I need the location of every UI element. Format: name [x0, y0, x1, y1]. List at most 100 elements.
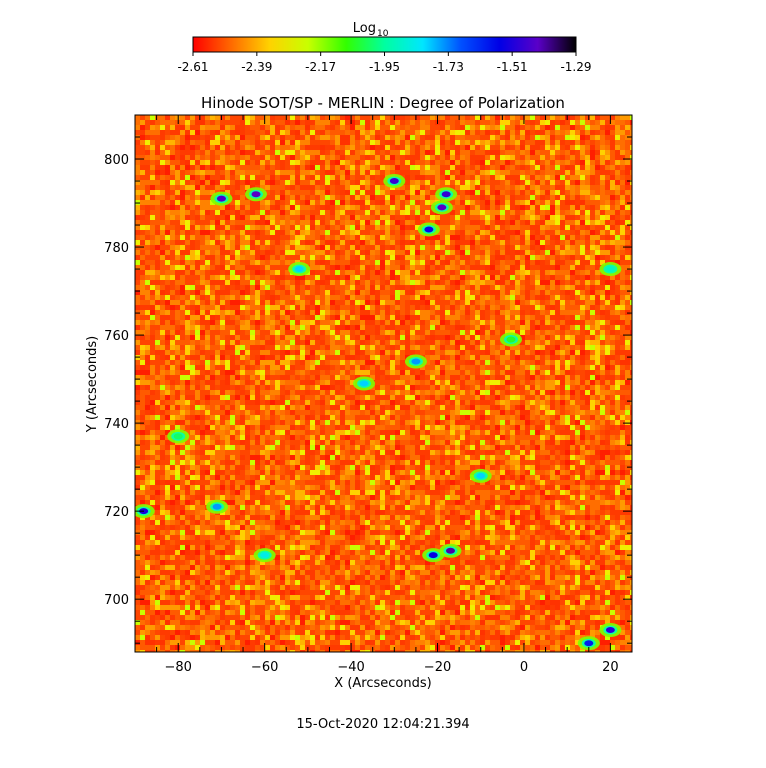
- heatmap-cell: [440, 305, 445, 310]
- heatmap-cell: [180, 260, 185, 265]
- heatmap-cell: [325, 360, 330, 365]
- heatmap-cell: [375, 270, 380, 275]
- heatmap-cell: [380, 225, 385, 230]
- heatmap-cell: [360, 355, 365, 360]
- heatmap-cell: [230, 375, 235, 380]
- heatmap-cell: [140, 150, 145, 155]
- heatmap-cell: [210, 285, 215, 290]
- heatmap-cell: [275, 160, 280, 165]
- heatmap-cell: [205, 305, 210, 310]
- heatmap-cell: [175, 365, 180, 370]
- heatmap-cell: [330, 375, 335, 380]
- heatmap-cell: [325, 265, 330, 270]
- heatmap-cell: [380, 360, 385, 365]
- heatmap-cell: [615, 360, 620, 365]
- heatmap-cell: [215, 225, 220, 230]
- heatmap-cell: [430, 245, 435, 250]
- heatmap-cell: [465, 285, 470, 290]
- heatmap-cell: [205, 375, 210, 380]
- heatmap-cell: [205, 215, 210, 220]
- heatmap-cell: [380, 185, 385, 190]
- heatmap-cell: [560, 400, 565, 405]
- heatmap-cell: [500, 320, 505, 325]
- heatmap-cell: [230, 230, 235, 235]
- heatmap-cell: [135, 325, 140, 330]
- heatmap-cell: [460, 375, 465, 380]
- heatmap-cell: [375, 355, 380, 360]
- heatmap-cell: [195, 210, 200, 215]
- heatmap-cell: [160, 385, 165, 390]
- heatmap-cell: [400, 260, 405, 265]
- heatmap-cell: [435, 350, 440, 355]
- heatmap-cell: [545, 130, 550, 135]
- heatmap-cell: [180, 395, 185, 400]
- heatmap-cell: [230, 395, 235, 400]
- heatmap-cell: [315, 120, 320, 125]
- heatmap-cell: [350, 170, 355, 175]
- heatmap-cell: [140, 195, 145, 200]
- heatmap-cell: [340, 155, 345, 160]
- heatmap-cell: [490, 360, 495, 365]
- heatmap-cell: [330, 170, 335, 175]
- heatmap-cell: [310, 180, 315, 185]
- heatmap-cell: [440, 385, 445, 390]
- heatmap-cell: [340, 355, 345, 360]
- heatmap-cell: [415, 350, 420, 355]
- heatmap-cell: [280, 295, 285, 300]
- heatmap-cell: [175, 255, 180, 260]
- heatmap-cell: [220, 215, 225, 220]
- heatmap-cell: [610, 255, 615, 260]
- heatmap-cell: [490, 275, 495, 280]
- heatmap-cell: [330, 270, 335, 275]
- heatmap-cell: [570, 120, 575, 125]
- heatmap-cell: [450, 340, 455, 345]
- heatmap-cell: [470, 340, 475, 345]
- heatmap-cell: [470, 225, 475, 230]
- heatmap-cell: [245, 235, 250, 240]
- heatmap-cell: [475, 295, 480, 300]
- heatmap-cell: [230, 210, 235, 215]
- heatmap-cell: [475, 395, 480, 400]
- heatmap-cell: [295, 395, 300, 400]
- heatmap-cell: [580, 130, 585, 135]
- heatmap-cell: [500, 325, 505, 330]
- heatmap-cell: [535, 390, 540, 395]
- heatmap-cell: [505, 180, 510, 185]
- heatmap-cell: [225, 295, 230, 300]
- heatmap-cell: [210, 350, 215, 355]
- heatmap-cell: [585, 240, 590, 245]
- heatmap-cell: [235, 335, 240, 340]
- heatmap-cell: [445, 120, 450, 125]
- heatmap-cell: [480, 150, 485, 155]
- heatmap-cell: [340, 365, 345, 370]
- heatmap-cell: [370, 285, 375, 290]
- heatmap-cell: [560, 295, 565, 300]
- heatmap-cell: [270, 290, 275, 295]
- heatmap-cell: [285, 285, 290, 290]
- heatmap-cell: [380, 350, 385, 355]
- heatmap-cell: [610, 390, 615, 395]
- heatmap-cell: [375, 160, 380, 165]
- heatmap-cell: [480, 320, 485, 325]
- heatmap-cell: [225, 120, 230, 125]
- heatmap-cell: [360, 275, 365, 280]
- heatmap-cell: [590, 380, 595, 385]
- heatmap-cell: [325, 340, 330, 345]
- heatmap-cell: [400, 305, 405, 310]
- heatmap-cell: [575, 150, 580, 155]
- heatmap-cell: [215, 380, 220, 385]
- heatmap-cell: [470, 175, 475, 180]
- heatmap-cell: [245, 290, 250, 295]
- heatmap-cell: [435, 275, 440, 280]
- heatmap-cell: [220, 300, 225, 305]
- heatmap-cell: [445, 315, 450, 320]
- heatmap-cell: [240, 295, 245, 300]
- heatmap-cell: [140, 155, 145, 160]
- heatmap-cell: [280, 300, 285, 305]
- heatmap-cell: [235, 325, 240, 330]
- heatmap-cell: [200, 340, 205, 345]
- heatmap-cell: [330, 185, 335, 190]
- heatmap-cell: [395, 130, 400, 135]
- heatmap-cell: [195, 195, 200, 200]
- heatmap-cell: [595, 375, 600, 380]
